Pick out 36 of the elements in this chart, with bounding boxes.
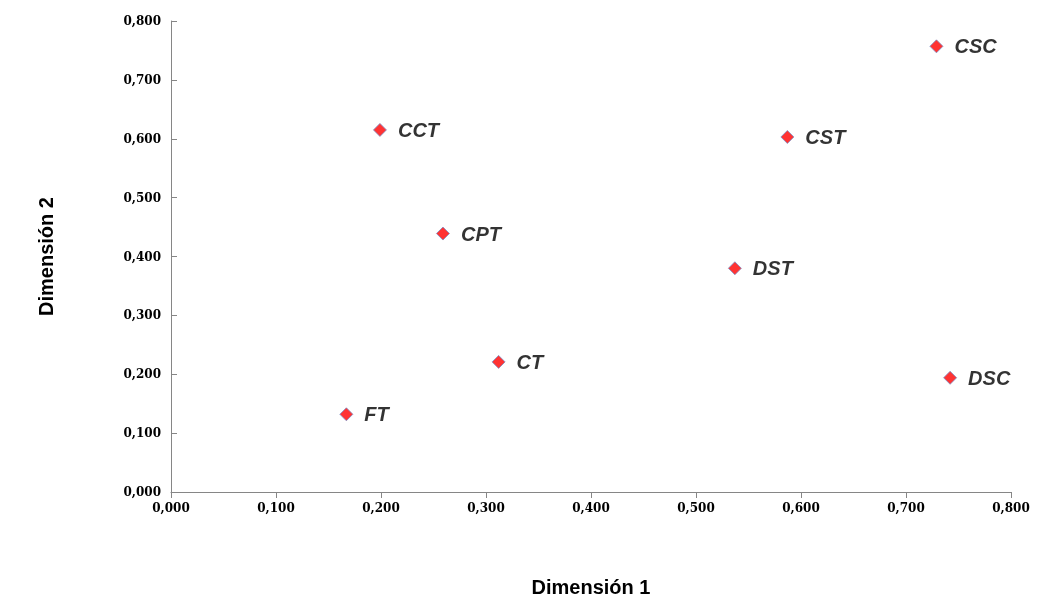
- y-tick-label: 0,700: [123, 72, 161, 87]
- x-tick-label: 0,300: [467, 501, 505, 515]
- y-tick-label: 0,800: [123, 14, 161, 28]
- y-tick-label: 0,600: [123, 131, 161, 146]
- annotation: CCT: [397, 118, 441, 141]
- x-axis-title: Dimensión 1: [531, 576, 651, 598]
- annotation: DST: [752, 257, 795, 280]
- point: [780, 129, 795, 144]
- point: [943, 370, 958, 385]
- annotation: CSC: [954, 35, 998, 58]
- x-tick-label: 0,500: [677, 501, 715, 515]
- y-tick-label: 0,000: [123, 485, 161, 499]
- point: [435, 226, 450, 241]
- point: [491, 354, 506, 369]
- y-tick-label: 0,100: [123, 426, 161, 441]
- x-tick-label: 0,200: [362, 501, 400, 515]
- x-tick-label: 0,000: [152, 501, 190, 515]
- y-axis-title: Dimensión 2: [35, 197, 57, 316]
- x-tick-label: 0,700: [887, 501, 925, 515]
- x-tick-label: 0,100: [257, 501, 295, 515]
- annotation: CT: [516, 350, 546, 373]
- y-tick-label: 0,500: [123, 190, 161, 205]
- x-tick-label: 0,600: [782, 501, 820, 515]
- point: [929, 39, 944, 54]
- y-tick-label: 0,200: [123, 367, 161, 382]
- x-tick-label: 0,400: [572, 501, 610, 515]
- annotation: CST: [805, 125, 848, 148]
- annotation: DSC: [968, 366, 1011, 389]
- annotation: FT: [364, 403, 391, 426]
- y-tick-label: 0,400: [123, 249, 161, 264]
- y-tick-label: 0,300: [123, 308, 161, 323]
- point: [727, 261, 742, 276]
- x-tick-label: 0,800: [992, 501, 1030, 515]
- annotation: CPT: [460, 222, 503, 245]
- point: [339, 407, 354, 422]
- point: [372, 122, 387, 137]
